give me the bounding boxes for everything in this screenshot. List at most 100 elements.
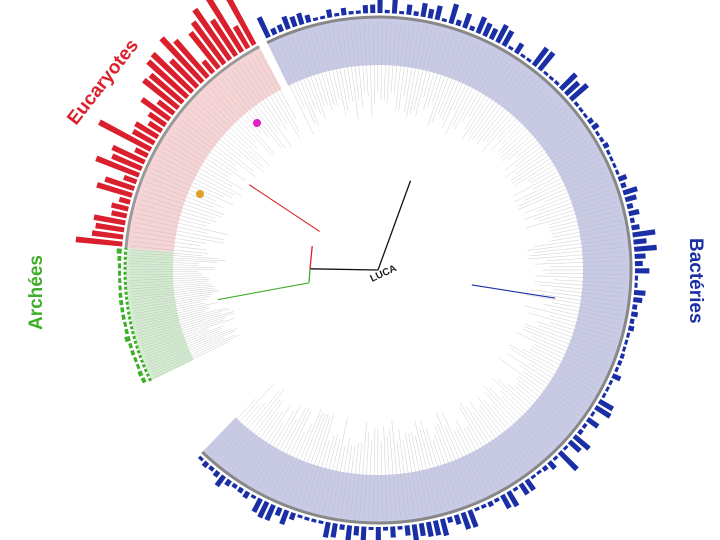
eukaryota-bar xyxy=(111,144,146,165)
eukaryota-bar xyxy=(192,7,233,62)
bacteria-bar xyxy=(553,80,560,86)
bacteria-bar xyxy=(573,101,580,108)
bacteria-bar xyxy=(460,511,472,530)
bacteria-bar xyxy=(391,0,398,14)
bacteria-bar xyxy=(594,130,601,137)
bacteria-bar xyxy=(279,509,290,526)
bacteria-bar xyxy=(411,524,419,540)
bacteria-bar xyxy=(348,10,354,15)
bacteria-bar xyxy=(270,27,278,36)
bacteria-bar xyxy=(633,289,646,296)
luca-to-bacteria xyxy=(377,180,412,271)
bacteria-bar xyxy=(455,19,462,27)
bacteria-bar xyxy=(558,72,578,92)
bacteria-bar xyxy=(281,15,291,30)
eukaryota-bar xyxy=(93,214,126,226)
bacteria-bar xyxy=(633,238,647,245)
bacteria-bar xyxy=(501,29,515,48)
bacteria-bar xyxy=(467,509,479,528)
bacteria-bar xyxy=(634,275,639,281)
bacteria-bar xyxy=(530,473,537,480)
bacteria-bar xyxy=(557,450,579,472)
bacteria-bar xyxy=(360,526,367,540)
archaea-bar xyxy=(119,299,124,306)
eukaryota-bar xyxy=(173,38,210,80)
bacteria-bar xyxy=(224,478,232,487)
bacteria-bar xyxy=(633,297,643,304)
bacteria-bar xyxy=(619,353,625,360)
bacteria-bar xyxy=(507,45,514,51)
eukaryota-bar xyxy=(226,0,257,46)
bacteria-bar xyxy=(536,469,542,475)
bacteria-bar xyxy=(537,51,556,72)
bacteria-bar xyxy=(304,14,312,24)
bacteria-bar xyxy=(634,253,646,259)
bacteria-bar xyxy=(427,8,435,19)
bacteria-bar xyxy=(598,136,605,143)
eukaryota-bar xyxy=(232,24,251,50)
bacteria-bar xyxy=(434,5,443,21)
bacteria-bar xyxy=(632,229,656,238)
label-bacteria: Bactéries xyxy=(685,238,706,324)
archaea-bar xyxy=(124,335,131,343)
archaea-bar xyxy=(137,370,144,377)
archaea-branches xyxy=(217,282,310,301)
bacteria-bar xyxy=(340,7,347,16)
bacteria-bar xyxy=(370,4,376,14)
bacteria-bar xyxy=(541,464,549,472)
bacteria-bar xyxy=(319,15,326,20)
bacteria-bar xyxy=(334,12,340,17)
bacteria-bar xyxy=(578,106,584,113)
bacteria-bar xyxy=(597,398,615,412)
eukaryota-bar xyxy=(148,72,185,105)
bacteria-bar xyxy=(624,194,637,203)
eukaryota-bar xyxy=(97,119,153,152)
bacteria-bar xyxy=(197,455,204,462)
bacteria-bar xyxy=(564,80,581,97)
outer-bar-ring xyxy=(75,0,657,540)
bacteria-bar xyxy=(296,12,305,26)
bacteria-bar xyxy=(634,260,643,267)
bacteria-bar xyxy=(617,359,623,366)
bacteria-bar xyxy=(617,174,628,182)
bacteria-bar xyxy=(390,526,396,538)
archaea-bar xyxy=(133,356,138,363)
bacteria-bar xyxy=(439,518,450,537)
label-tick-lines xyxy=(129,21,627,519)
bacteria-bar xyxy=(304,516,310,521)
bacteria-bar xyxy=(201,460,210,469)
bacteria-bar xyxy=(626,202,634,210)
bacteria-bar xyxy=(567,439,582,453)
bacteria-bar xyxy=(355,10,361,14)
eukaryota-bar xyxy=(188,30,221,70)
bacteria-bar xyxy=(602,141,610,149)
bacteria-bar xyxy=(384,9,390,14)
bacteria-bar xyxy=(377,0,383,14)
eukaryota-bar xyxy=(95,222,125,233)
bacteria-bar xyxy=(474,506,480,512)
bacteria-bar xyxy=(518,482,530,496)
bacteria-bar xyxy=(289,15,298,28)
bacteria-bar xyxy=(627,325,635,332)
eukaryota-bar xyxy=(169,58,200,89)
bacteria-bar xyxy=(608,379,614,386)
bacteria-bar xyxy=(420,2,428,18)
leaf-label-ticks xyxy=(129,21,627,519)
bacteria-bar xyxy=(614,169,620,175)
bacteria-bar xyxy=(325,9,333,19)
eukaryota-bar xyxy=(140,97,172,122)
bacteria-bar xyxy=(487,500,494,508)
bacteria-bar xyxy=(614,366,620,373)
eukaryota-bar xyxy=(209,18,239,58)
bacteria-bar xyxy=(368,526,374,531)
eukaryota-bar xyxy=(118,196,131,205)
archaea-bar xyxy=(128,342,133,349)
bacteria-outer-arc xyxy=(201,15,633,525)
bacteria-bar xyxy=(626,332,631,338)
eukaryota-bar xyxy=(111,153,143,171)
eukaryota-bar xyxy=(156,99,176,116)
archaea-bar xyxy=(124,328,129,335)
bacteria-bar xyxy=(552,455,559,461)
archaea-bar xyxy=(135,363,141,370)
eukaryota-bar xyxy=(205,0,245,54)
